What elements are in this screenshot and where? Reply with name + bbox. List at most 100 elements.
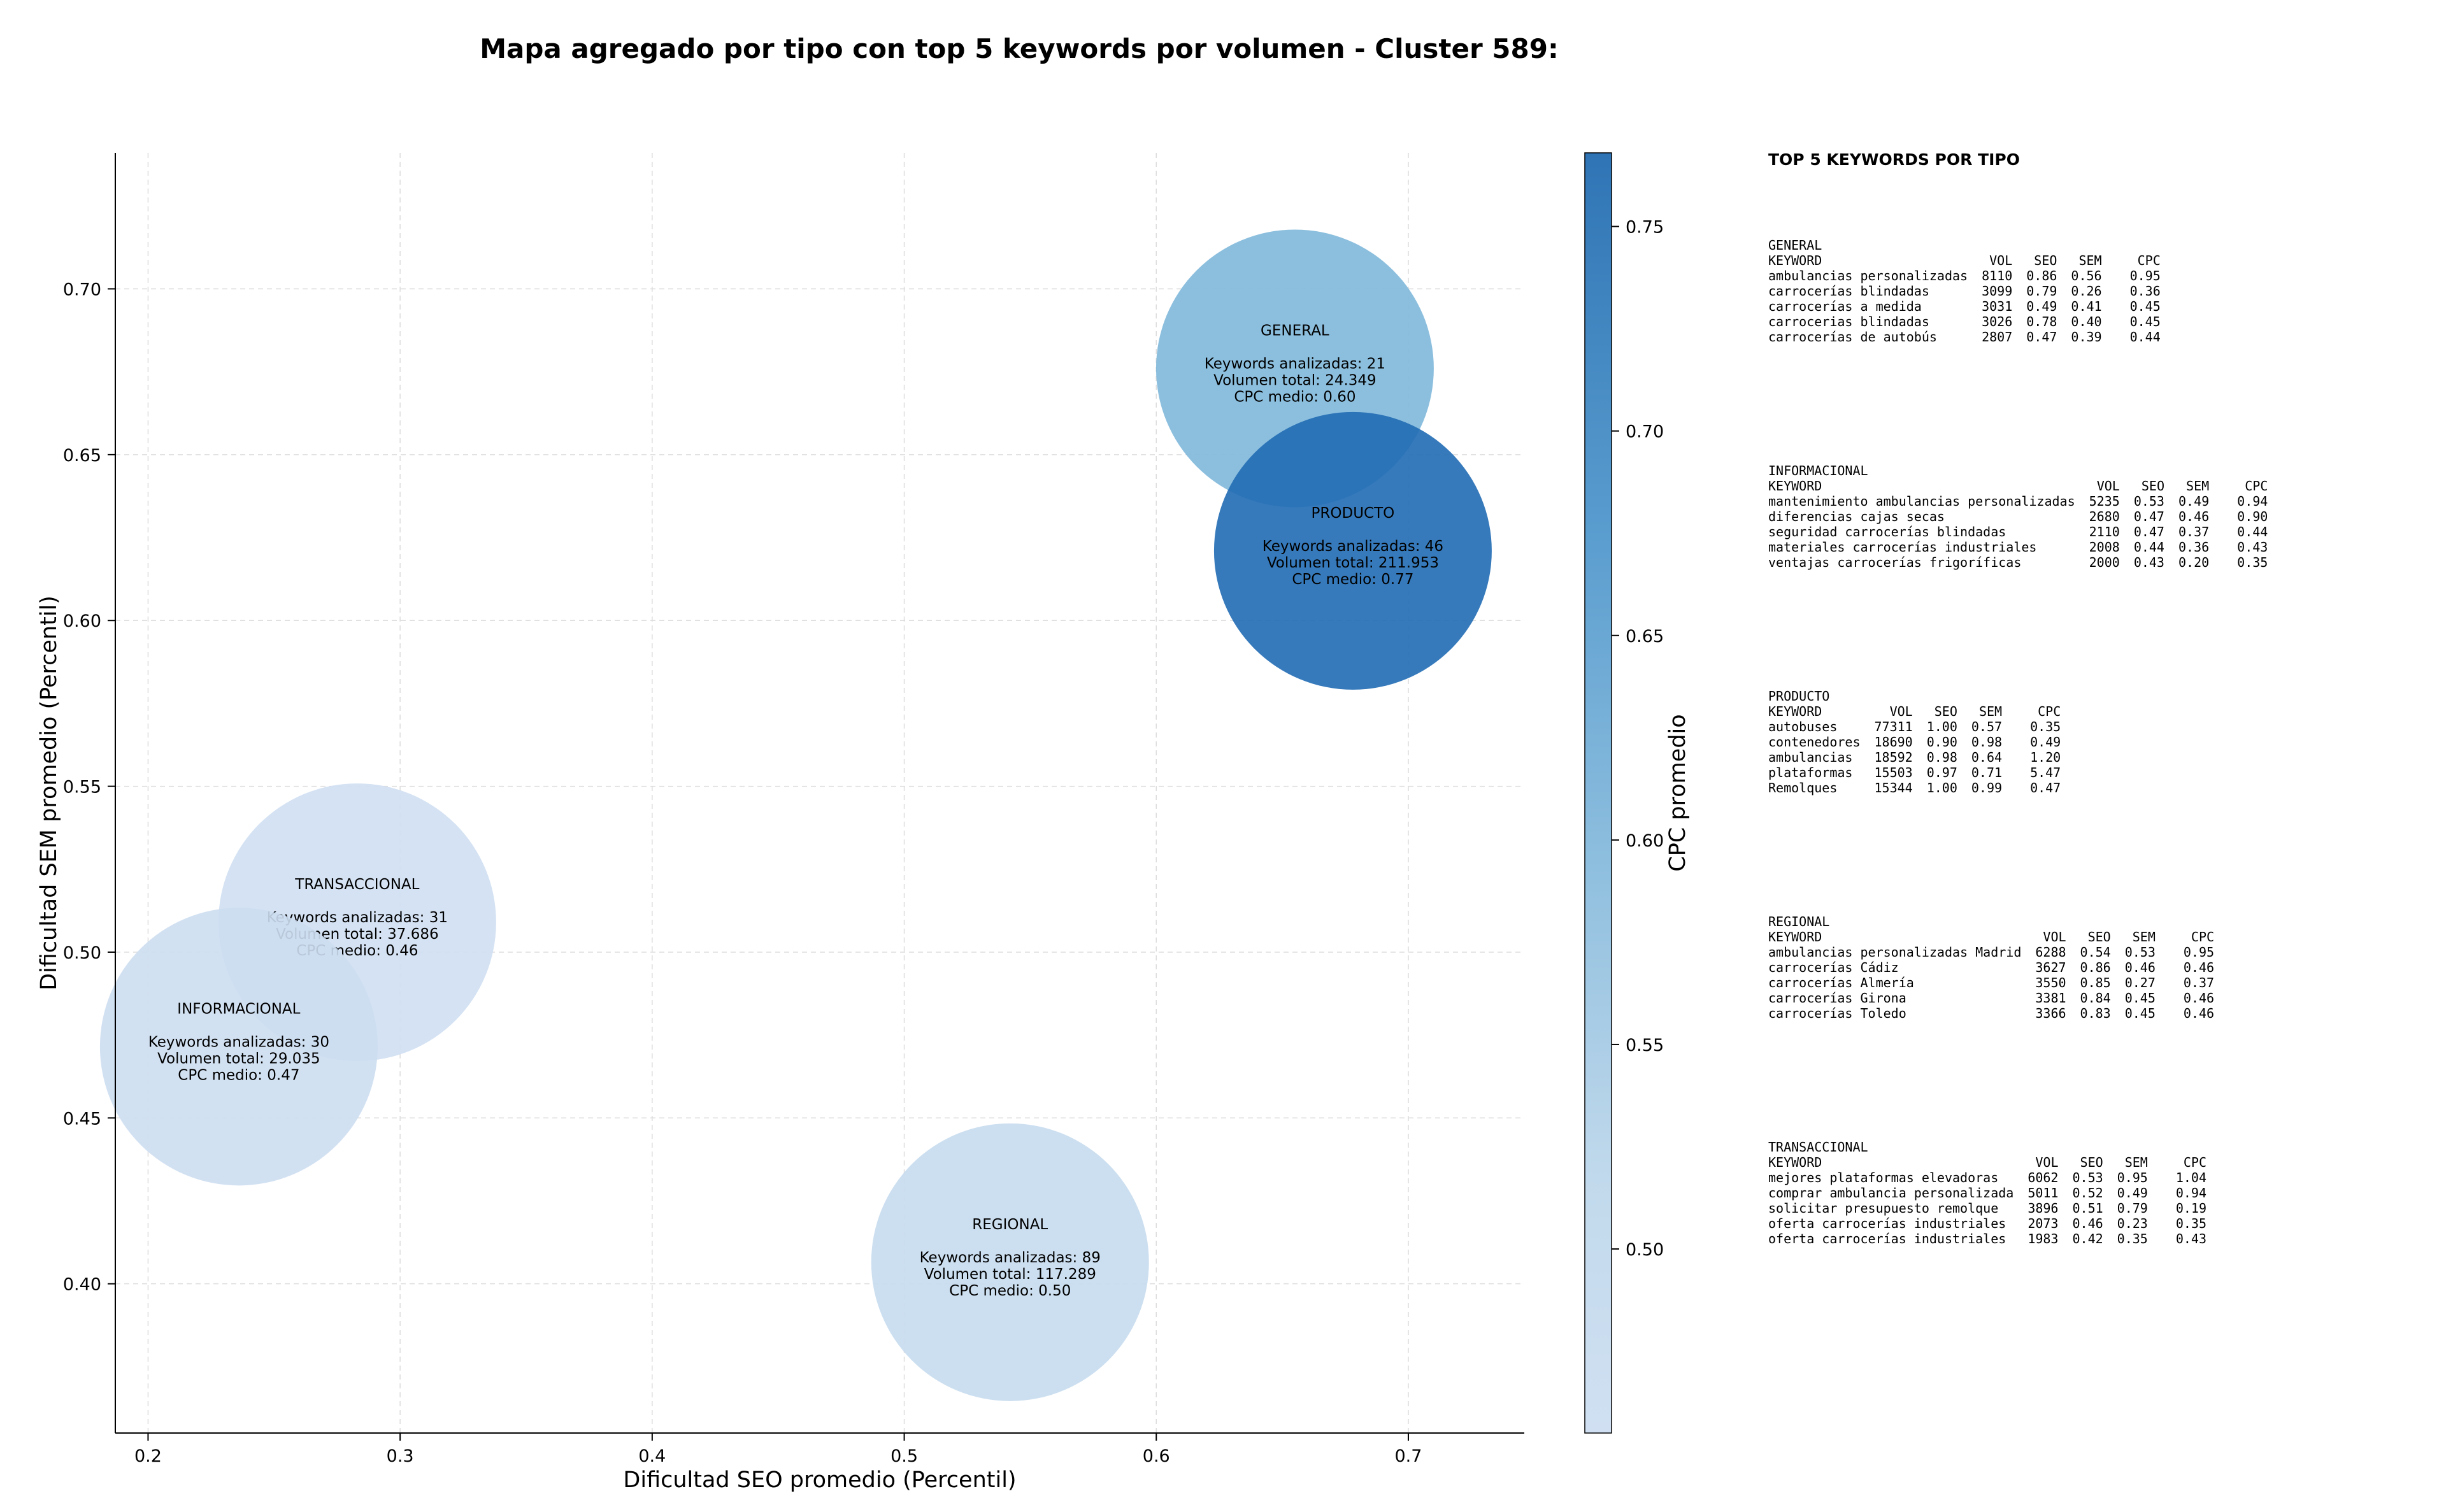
keyword-table: KEYWORD VOL SEO SEM CPC mejores plataformas e… xyxy=(1768,1155,2206,1246)
keyword-cell: 0.27 xyxy=(2124,975,2156,990)
keyword-row: carrocerías Almería 3550 0.85 0.27 0.37 xyxy=(1768,975,2214,990)
keyword-cell: 0.52 xyxy=(2072,1185,2103,1201)
column-header: VOL xyxy=(2043,929,2066,945)
keyword-cell: 0.71 xyxy=(1971,765,2003,780)
y-tick-label: 0.55 xyxy=(63,778,101,797)
keyword-cell: 0.95 xyxy=(2129,268,2161,283)
keyword-cell: 0.40 xyxy=(2071,314,2102,329)
column-header: SEM xyxy=(2132,929,2156,945)
bubble-label: CPC medio: 0.50 xyxy=(949,1283,1071,1299)
column-header: CPC xyxy=(2038,704,2061,719)
keyword-cell: seguridad carrocerías blindadas xyxy=(1768,524,2006,539)
keyword-cell: 0.95 xyxy=(2117,1170,2148,1185)
bubble-circle xyxy=(871,1123,1149,1401)
keyword-table-header: KEYWORD VOL SEO SEM CPC xyxy=(1768,253,2161,268)
keyword-cell: 0.53 xyxy=(2133,494,2164,509)
column-header: KEYWORD xyxy=(1768,1155,1822,1170)
keyword-group-title: PRODUCTO xyxy=(1768,688,1830,704)
keyword-cell: 0.98 xyxy=(1971,734,2003,750)
x-tick-label: 0.7 xyxy=(1394,1446,1422,1466)
x-ticks: 0.2 0.3 0.4 0.5 0.6 0.7 xyxy=(134,1433,1422,1466)
keyword-cell: 2807 xyxy=(1982,329,2013,345)
keyword-group-transaccional: TRANSACCIONAL KEYWORD VOL SEO SEM CPC mejores … xyxy=(1768,1139,2431,1365)
colorbar-tick-label: 0.75 xyxy=(1626,218,1664,238)
keyword-row: comprar ambulancia personalizada 5011 0.52… xyxy=(1768,1185,2206,1201)
axes xyxy=(115,153,1524,1434)
x-axis-label: Dificultad SEO promedio (Percentil) xyxy=(623,1467,1016,1493)
keyword-cell: 0.53 xyxy=(2072,1170,2103,1185)
keyword-cell: 0.35 xyxy=(2030,719,2061,734)
keyword-cell: 0.64 xyxy=(1971,750,2003,765)
column-header: CPC xyxy=(2191,929,2215,945)
x-tick-label: 0.2 xyxy=(134,1446,162,1466)
keyword-cell: oferta carrocerías industriales xyxy=(1768,1231,2006,1246)
keyword-row: carrocerías Girona 3381 0.84 0.45 0.46 xyxy=(1768,990,2214,1006)
colorbar-tick-label: 0.50 xyxy=(1626,1240,1664,1260)
keyword-cell: 3896 xyxy=(2028,1201,2059,1216)
keyword-cell: 2110 xyxy=(2089,524,2120,539)
top-keywords-panel: TOP 5 KEYWORDS POR TIPO GENERAL KEYWORD VO… xyxy=(1768,150,2431,1365)
keyword-cell: 1.04 xyxy=(2175,1170,2206,1185)
keyword-cell: 8110 xyxy=(1982,268,2013,283)
keyword-cell: plataformas xyxy=(1768,765,1853,780)
keyword-row: solicitar presupuesto remolque 3896 0.51 0.… xyxy=(1768,1201,2206,1216)
keyword-cell: carrocerías Toledo xyxy=(1768,1006,1906,1021)
keyword-row: Remolques 15344 1.00 0.99 0.47 xyxy=(1768,780,2061,795)
keyword-cell: 1983 xyxy=(2028,1231,2059,1246)
keyword-group-general: GENERAL KEYWORD VOL SEO SEM CPC ambulancias pe… xyxy=(1768,238,2431,463)
keyword-cell: 3031 xyxy=(1982,299,2013,314)
keyword-cell: 0.37 xyxy=(2178,524,2210,539)
keyword-cell: 0.98 xyxy=(1926,750,1957,765)
bubble-label: INFORMACIONAL xyxy=(177,1001,300,1017)
colorbar-tick-label: 0.55 xyxy=(1626,1036,1664,1055)
keyword-cell: 0.44 xyxy=(2237,524,2268,539)
keyword-cell: 0.51 xyxy=(2072,1201,2103,1216)
keyword-cell: 0.46 xyxy=(2183,990,2215,1006)
keyword-row: autobuses 77311 1.00 0.57 0.35 xyxy=(1768,719,2061,734)
keyword-cell: 0.90 xyxy=(1926,734,1957,750)
keyword-cell: 0.54 xyxy=(2080,945,2111,960)
keyword-cell: 0.47 xyxy=(2026,329,2057,345)
keyword-cell: 0.44 xyxy=(2129,329,2161,345)
keyword-group-regional: REGIONAL KEYWORD VOL SEO SEM CPC ambulancias p… xyxy=(1768,914,2431,1139)
keyword-cell: 0.43 xyxy=(2133,555,2164,570)
keyword-cell: 77311 xyxy=(1874,719,1913,734)
bubble-label: Volumen total: 29.035 xyxy=(157,1050,320,1067)
keyword-cell: 0.45 xyxy=(2124,1006,2156,1021)
keyword-cell: 18592 xyxy=(1874,750,1913,765)
keyword-cell: 0.35 xyxy=(2175,1216,2206,1231)
keyword-cell: 0.45 xyxy=(2129,314,2161,329)
keyword-row: carrocerías de autobús 2807 0.47 0.39 0.44 xyxy=(1768,329,2161,345)
column-header: CPC xyxy=(2245,478,2268,494)
keyword-cell: 0.26 xyxy=(2071,283,2102,299)
colorbar-fill xyxy=(1584,152,1612,1434)
keyword-cell: 0.79 xyxy=(2117,1201,2148,1216)
column-header: VOL xyxy=(1989,253,2013,268)
bubble-label: GENERAL xyxy=(1261,322,1329,339)
keyword-row: plataformas 15503 0.97 0.71 5.47 xyxy=(1768,765,2061,780)
keyword-row: ambulancias personalizadas Madrid 6288 0.5… xyxy=(1768,945,2214,960)
keyword-cell: 0.43 xyxy=(2237,539,2268,555)
column-header: SEO xyxy=(2087,929,2111,945)
keyword-cell: 15344 xyxy=(1874,780,1913,795)
bubble-label: CPC medio: 0.60 xyxy=(1234,389,1355,405)
keyword-cell: carrocerías Almería xyxy=(1768,975,1914,990)
keyword-cell: 0.47 xyxy=(2133,509,2164,524)
keyword-cell: 0.46 xyxy=(2124,960,2156,975)
keyword-cell: 0.46 xyxy=(2178,509,2210,524)
y-tick-label: 0.45 xyxy=(63,1109,101,1129)
column-header: SEO xyxy=(2080,1155,2103,1170)
bubble-label: Keywords analizadas: 30 xyxy=(148,1034,329,1050)
keyword-cell: carrocerías blindadas xyxy=(1768,283,1929,299)
colorbar-tick-label: 0.70 xyxy=(1626,422,1664,442)
keyword-cell: carrocerías a medida xyxy=(1768,299,1922,314)
keyword-cell: 0.95 xyxy=(2183,945,2215,960)
keyword-cell: 0.99 xyxy=(1971,780,2003,795)
keyword-cell: 0.36 xyxy=(2178,539,2210,555)
keyword-cell: 0.45 xyxy=(2129,299,2161,314)
keyword-table-header: KEYWORD VOL SEO SEM CPC xyxy=(1768,704,2061,719)
keyword-cell: 0.49 xyxy=(2030,734,2061,750)
keyword-group-title: INFORMACIONAL xyxy=(1768,463,1868,478)
keyword-group-title: GENERAL xyxy=(1768,238,1822,253)
colorbar-tick-label: 0.65 xyxy=(1626,627,1664,646)
